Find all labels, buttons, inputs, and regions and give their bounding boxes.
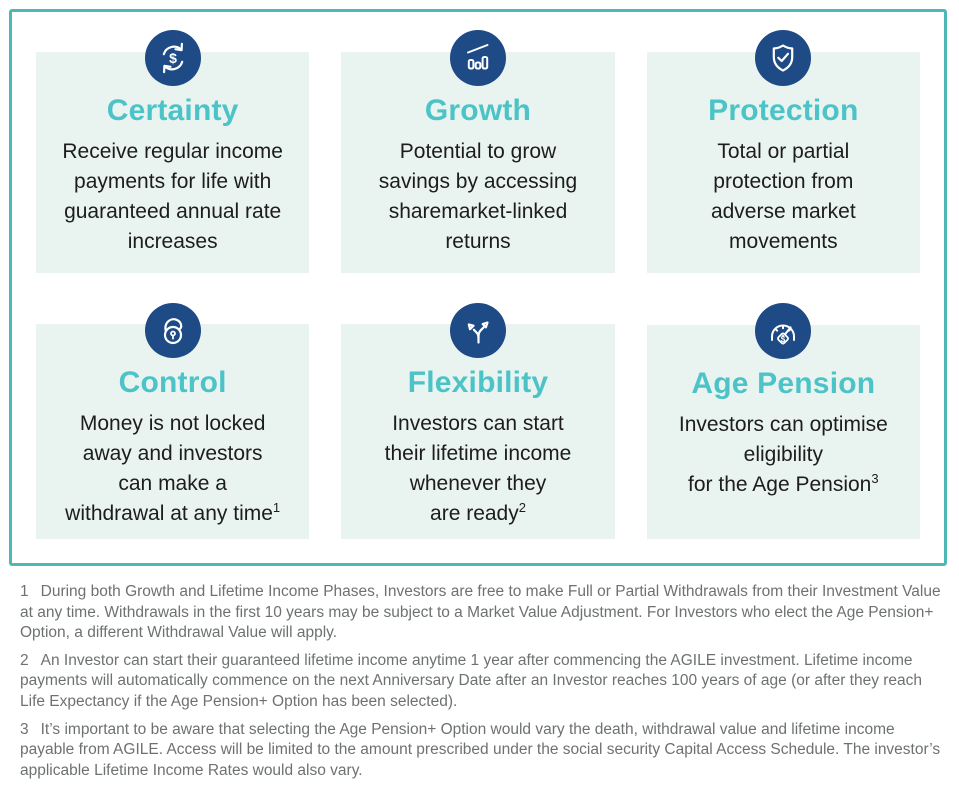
footnote-marker: 3 (20, 720, 29, 738)
card-description: Investors can start their lifetime incom… (384, 412, 572, 525)
feature-card-control: Control Money is not locked away and inv… (36, 303, 310, 539)
feature-grid: $ Certainty Receive regular income payme… (12, 12, 944, 539)
feature-grid-box: $ Certainty Receive regular income payme… (9, 9, 947, 566)
card-title: Control (118, 366, 227, 399)
card-description: Receive regular income payments for life… (62, 140, 283, 253)
footnotes: 1 During both Growth and Lifetime Income … (20, 582, 942, 788)
footnote-text: An Investor can start their guaranteed l… (20, 651, 923, 711)
card-description: Total or partial protection from adverse… (710, 140, 856, 253)
card-title: Certainty (106, 94, 239, 127)
svg-text:$: $ (781, 335, 786, 344)
feature-card-growth: Growth Potential to grow savings by acce… (341, 30, 615, 273)
card-body: Control Money is not locked away and inv… (36, 324, 310, 539)
footnote-2: 2 An Investor can start their guaranteed … (20, 651, 942, 713)
card-title: Protection (708, 94, 859, 127)
gauge-dollar-icon: $ (755, 303, 812, 359)
footnote-ref: 2 (518, 500, 526, 515)
footnote-ref: 1 (272, 500, 281, 515)
refresh-dollar-icon: $ (144, 30, 201, 86)
footnote-marker: 2 (20, 651, 29, 669)
footnote-marker: 1 (20, 583, 29, 600)
card-description: Potential to grow savings by accessing s… (378, 140, 578, 253)
card-body: Growth Potential to grow savings by acce… (341, 52, 615, 273)
card-body: Age Pension Investors can optimise eligi… (646, 325, 920, 539)
footnote-text: During both Growth and Lifetime Income P… (20, 583, 941, 642)
card-description: Money is not locked away and investors c… (65, 412, 281, 525)
svg-text:$: $ (169, 50, 177, 66)
growth-chart-icon (449, 30, 506, 86)
card-title: Growth (424, 94, 532, 127)
footnote-3: 3 It’s important to be aware that selecti… (20, 720, 942, 782)
footnote-text: It’s important to be aware that selectin… (20, 720, 941, 779)
card-title: Age Pension (691, 367, 876, 400)
footnote-1: 1 During both Growth and Lifetime Income … (20, 582, 942, 644)
feature-card-protection: Protection Total or partial protection f… (646, 30, 920, 273)
fork-arrows-icon (449, 303, 506, 358)
feature-card-flexibility: Flexibility Investors can start their li… (341, 303, 615, 539)
card-body: Flexibility Investors can start their li… (341, 324, 615, 539)
card-title: Flexibility (407, 366, 549, 399)
card-description: Investors can optimise eligibility for t… (678, 413, 888, 496)
shield-check-icon (755, 30, 812, 86)
feature-card-age-pension: $ Age Pension Investors can optimise eli… (646, 303, 920, 539)
open-padlock-icon (144, 303, 201, 358)
card-body: Certainty Receive regular income payment… (36, 52, 310, 273)
footnote-ref: 3 (871, 471, 879, 486)
card-body: Protection Total or partial protection f… (646, 52, 920, 273)
feature-card-certainty: $ Certainty Receive regular income payme… (36, 30, 310, 273)
